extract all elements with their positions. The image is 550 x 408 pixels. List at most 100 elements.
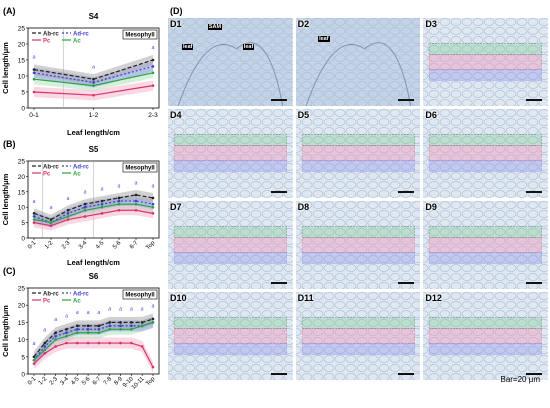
cell-texture xyxy=(295,72,301,80)
data-point xyxy=(86,331,90,335)
significance-letter: a xyxy=(33,55,36,61)
cell-texture xyxy=(228,172,240,181)
cell-texture xyxy=(239,63,251,71)
cell-texture xyxy=(228,309,240,318)
cell-texture xyxy=(539,291,548,300)
cell-texture xyxy=(367,54,378,62)
cell-texture xyxy=(378,372,389,380)
cell-texture xyxy=(517,236,528,245)
cell-texture xyxy=(528,209,539,218)
cell-texture xyxy=(528,245,539,254)
cell-texture xyxy=(429,236,440,245)
cell-texture xyxy=(261,63,273,71)
cell-texture xyxy=(239,27,251,35)
cell-texture xyxy=(301,154,312,163)
cell-texture xyxy=(334,127,345,136)
cell-texture xyxy=(184,354,196,363)
cell-texture xyxy=(528,254,539,263)
cell-texture xyxy=(228,345,240,354)
cell-texture xyxy=(195,181,207,190)
y-tick-label: 10 xyxy=(18,74,26,81)
cell-texture xyxy=(539,99,548,107)
cell-texture xyxy=(345,236,356,245)
cell-texture xyxy=(440,200,451,209)
cell-texture xyxy=(301,163,312,172)
cell-texture xyxy=(411,209,421,218)
cell-texture xyxy=(206,109,218,118)
tile-label: D5 xyxy=(297,110,310,121)
cell-texture xyxy=(495,163,506,172)
cell-texture xyxy=(323,236,334,245)
cell-texture xyxy=(528,200,539,209)
cell-texture xyxy=(261,245,273,254)
cell-texture xyxy=(411,127,421,136)
cell-texture xyxy=(528,272,539,281)
cell-texture xyxy=(356,109,367,118)
tile-label: D9 xyxy=(425,201,437,212)
cell-texture xyxy=(411,81,421,89)
cell-texture xyxy=(217,145,229,154)
cell-texture xyxy=(261,127,273,136)
cell-texture xyxy=(495,27,506,35)
cell-texture xyxy=(217,163,229,172)
cell-texture xyxy=(462,109,473,118)
cell-texture xyxy=(295,372,301,380)
cell-texture xyxy=(539,72,548,80)
cell-texture xyxy=(228,27,240,35)
cell-texture xyxy=(473,118,484,127)
cell-texture xyxy=(423,291,429,300)
cell-texture xyxy=(168,154,174,163)
data-point xyxy=(49,224,53,227)
cell-texture xyxy=(389,263,400,272)
cell-texture xyxy=(168,227,174,236)
cell-texture xyxy=(334,145,345,154)
cell-texture xyxy=(283,345,293,354)
data-point xyxy=(86,341,90,345)
y-axis-label: Cell length/μm xyxy=(1,42,10,94)
cell-texture xyxy=(484,345,495,354)
cell-texture xyxy=(195,336,207,345)
y-tick-label: 15 xyxy=(18,189,26,196)
cell-texture xyxy=(283,218,293,227)
cell-texture xyxy=(528,309,539,318)
cell-texture xyxy=(345,181,356,190)
x-tick-label: 1-2 xyxy=(38,376,49,387)
x-tick-label: 0-1 xyxy=(27,376,38,387)
cell-texture xyxy=(334,81,345,89)
cell-texture xyxy=(462,145,473,154)
cell-texture xyxy=(228,18,240,26)
cell-texture xyxy=(173,272,185,281)
cell-texture xyxy=(261,281,273,289)
cell-texture xyxy=(400,118,411,127)
cell-texture xyxy=(367,236,378,245)
cell-texture xyxy=(378,345,389,354)
cell-texture xyxy=(462,127,473,136)
cell-texture xyxy=(484,209,495,218)
cell-texture xyxy=(367,372,378,380)
cell-texture xyxy=(400,127,411,136)
cell-texture xyxy=(168,18,174,26)
cell-texture xyxy=(250,300,262,309)
cell-texture xyxy=(334,354,345,363)
significance-letter: a xyxy=(54,317,57,323)
significance-letter: a xyxy=(152,45,155,51)
cell-texture xyxy=(217,372,229,380)
scale-bar xyxy=(270,99,287,102)
x-tick-label: Top xyxy=(145,376,157,388)
cell-texture xyxy=(239,72,251,80)
cell-texture xyxy=(168,72,174,80)
cell-texture xyxy=(195,90,207,98)
cell-texture xyxy=(506,236,517,245)
cell-texture xyxy=(495,209,506,218)
cell-texture xyxy=(206,154,218,163)
cell-texture xyxy=(484,263,495,272)
cell-texture xyxy=(484,336,495,345)
cell-texture xyxy=(356,154,367,163)
cell-texture xyxy=(173,136,185,145)
cell-texture xyxy=(506,218,517,227)
cell-texture xyxy=(367,309,378,318)
cell-texture xyxy=(356,327,367,336)
cell-texture xyxy=(539,63,548,71)
cell-texture xyxy=(334,99,345,107)
cell-texture xyxy=(334,45,345,53)
